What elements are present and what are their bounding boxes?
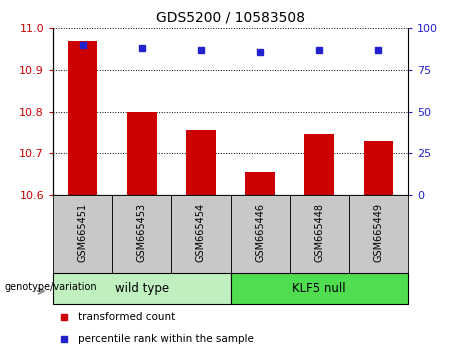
Bar — [364, 141, 393, 195]
Text: GSM665454: GSM665454 — [196, 202, 206, 262]
Bar — [304, 135, 334, 195]
Text: GSM665451: GSM665451 — [77, 202, 88, 262]
Text: KLF5 null: KLF5 null — [292, 282, 346, 295]
Bar — [230, 195, 290, 273]
Bar — [245, 172, 275, 195]
Bar — [112, 195, 171, 273]
Bar — [349, 195, 408, 273]
Bar — [127, 112, 157, 195]
Bar — [171, 195, 230, 273]
Bar — [68, 41, 97, 195]
Text: genotype/variation: genotype/variation — [5, 282, 97, 292]
Title: GDS5200 / 10583508: GDS5200 / 10583508 — [156, 10, 305, 24]
Text: GSM665446: GSM665446 — [255, 202, 265, 262]
Text: GSM665453: GSM665453 — [137, 202, 147, 262]
Bar — [53, 195, 112, 273]
Text: wild type: wild type — [115, 282, 169, 295]
Text: GSM665448: GSM665448 — [314, 202, 324, 262]
Bar — [53, 273, 230, 304]
Text: GSM665449: GSM665449 — [373, 202, 384, 262]
Bar — [186, 130, 216, 195]
Text: transformed count: transformed count — [78, 312, 175, 322]
Bar — [290, 195, 349, 273]
Text: percentile rank within the sample: percentile rank within the sample — [78, 334, 254, 344]
Bar — [230, 273, 408, 304]
